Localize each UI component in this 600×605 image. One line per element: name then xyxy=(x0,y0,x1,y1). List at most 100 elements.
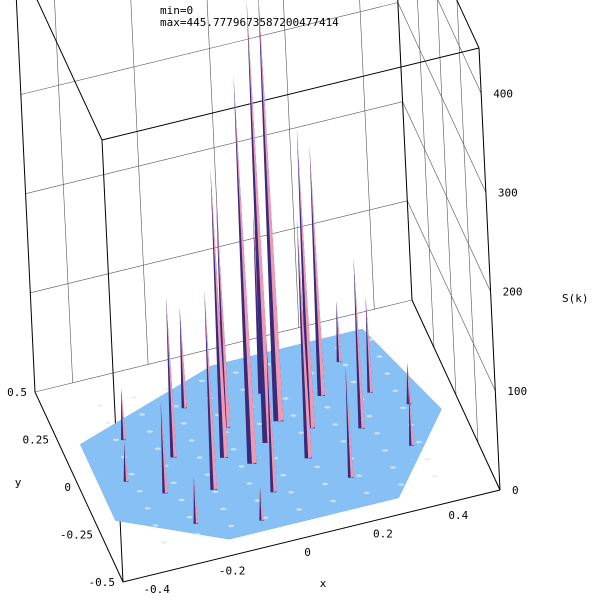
y-axis-label: y xyxy=(15,476,22,489)
y-tick-label: -0.5 xyxy=(89,576,116,589)
surface-bump xyxy=(324,406,331,409)
surface-bump xyxy=(266,363,273,366)
surface-bump xyxy=(296,508,303,511)
side-wall-gridline xyxy=(397,0,413,301)
peak xyxy=(233,75,257,464)
surface-bump xyxy=(262,516,269,519)
z-tick-label: 400 xyxy=(493,87,513,100)
surface-bump xyxy=(416,440,423,444)
surface-bump xyxy=(356,474,363,477)
bounding-box-edge xyxy=(397,0,413,301)
surface-bump xyxy=(131,396,137,399)
peak xyxy=(365,296,373,393)
peak xyxy=(121,388,126,441)
surface-bump xyxy=(97,404,104,407)
surface-bump xyxy=(170,481,177,485)
surface-bump xyxy=(232,371,239,374)
surface-bump xyxy=(398,483,404,486)
peak xyxy=(408,389,414,446)
tick-labels: -0.4 -0.2 0 0.2 0.4 -0.5 -0.25 0 0.25 0.5 0 100 200 3… xyxy=(7,87,527,595)
peak xyxy=(258,0,284,422)
surface-bump xyxy=(154,447,161,450)
peak xyxy=(309,146,325,396)
surface-bump xyxy=(230,448,237,451)
x-tick-label: -0.2 xyxy=(219,564,246,577)
surface-bump xyxy=(212,490,219,493)
side-wall-gridline xyxy=(397,2,487,193)
z-tick-label: 100 xyxy=(507,385,527,398)
surface-bump xyxy=(138,413,145,416)
surface-bump xyxy=(384,372,391,375)
peak xyxy=(160,402,168,494)
peak xyxy=(345,366,354,478)
surface-bump xyxy=(330,499,337,503)
side-wall-gridline xyxy=(402,101,491,292)
peak xyxy=(353,258,365,429)
max-label: max=445.7779673587200477414 xyxy=(160,16,339,29)
z-tick-label: 300 xyxy=(498,187,518,200)
side-wall-gridline xyxy=(436,0,457,396)
surface-bump xyxy=(364,491,370,494)
surface-bump xyxy=(280,474,287,477)
surface-bump xyxy=(282,397,289,400)
surface-bump xyxy=(172,405,179,408)
z-axis-label: S(k) xyxy=(562,292,589,305)
x-tick-label: -0.4 xyxy=(143,583,170,596)
surface-bump xyxy=(350,380,357,384)
back-wall-gridline xyxy=(359,0,375,310)
surface-bump xyxy=(340,440,347,443)
side-wall-gridline xyxy=(407,200,496,391)
surface-bump xyxy=(368,338,375,341)
bounding-box-edge xyxy=(34,391,124,583)
side-wall-gridline xyxy=(437,0,482,94)
surface-bump xyxy=(105,421,111,424)
bounding-box-edge xyxy=(36,0,103,141)
peak xyxy=(124,442,129,482)
surface-bump xyxy=(220,507,227,511)
surface-bump xyxy=(204,473,211,476)
surface-bump xyxy=(400,406,407,410)
surface-bump xyxy=(186,515,193,519)
surface-bump xyxy=(246,482,253,485)
surface-bump xyxy=(342,363,349,367)
surface-bump xyxy=(228,524,235,528)
bounding-box-edge xyxy=(101,47,480,141)
peak xyxy=(246,0,273,443)
surface-bump xyxy=(136,490,143,493)
surface-bump xyxy=(374,432,381,435)
z-tick-label: 200 xyxy=(503,286,523,299)
peak xyxy=(336,300,342,363)
axis-labels: x y S(k) xyxy=(15,292,589,590)
surface-bump xyxy=(160,541,167,544)
surface-bump xyxy=(178,498,185,502)
peak xyxy=(296,128,315,429)
back-wall-gridline xyxy=(283,0,300,328)
bounding-box-edge xyxy=(122,489,501,583)
surface-bump xyxy=(128,472,135,476)
peak xyxy=(260,486,264,521)
surface-bump xyxy=(146,430,153,433)
surface-bump xyxy=(366,415,373,418)
peak xyxy=(179,307,187,409)
peak xyxy=(204,289,218,490)
surface-bump xyxy=(194,533,201,536)
bounding-box-edge xyxy=(456,0,480,49)
surface-bump xyxy=(238,465,245,468)
side-wall-gridline xyxy=(417,0,435,348)
x-tick-label: 0.2 xyxy=(373,528,393,541)
surface-bump xyxy=(392,389,399,392)
back-wall-gridline xyxy=(54,0,73,383)
peak xyxy=(266,341,277,493)
peak xyxy=(193,477,199,524)
min-label: min=0 xyxy=(160,4,194,17)
surface-bump xyxy=(144,507,151,510)
surface-bump xyxy=(152,524,159,527)
back-wall-gridline xyxy=(25,101,403,194)
bounding-box-edge xyxy=(478,47,501,491)
back-wall-gridline xyxy=(20,2,398,95)
peaks xyxy=(121,0,414,524)
surface-bump xyxy=(288,491,295,494)
back-wall-gridline xyxy=(130,0,149,365)
